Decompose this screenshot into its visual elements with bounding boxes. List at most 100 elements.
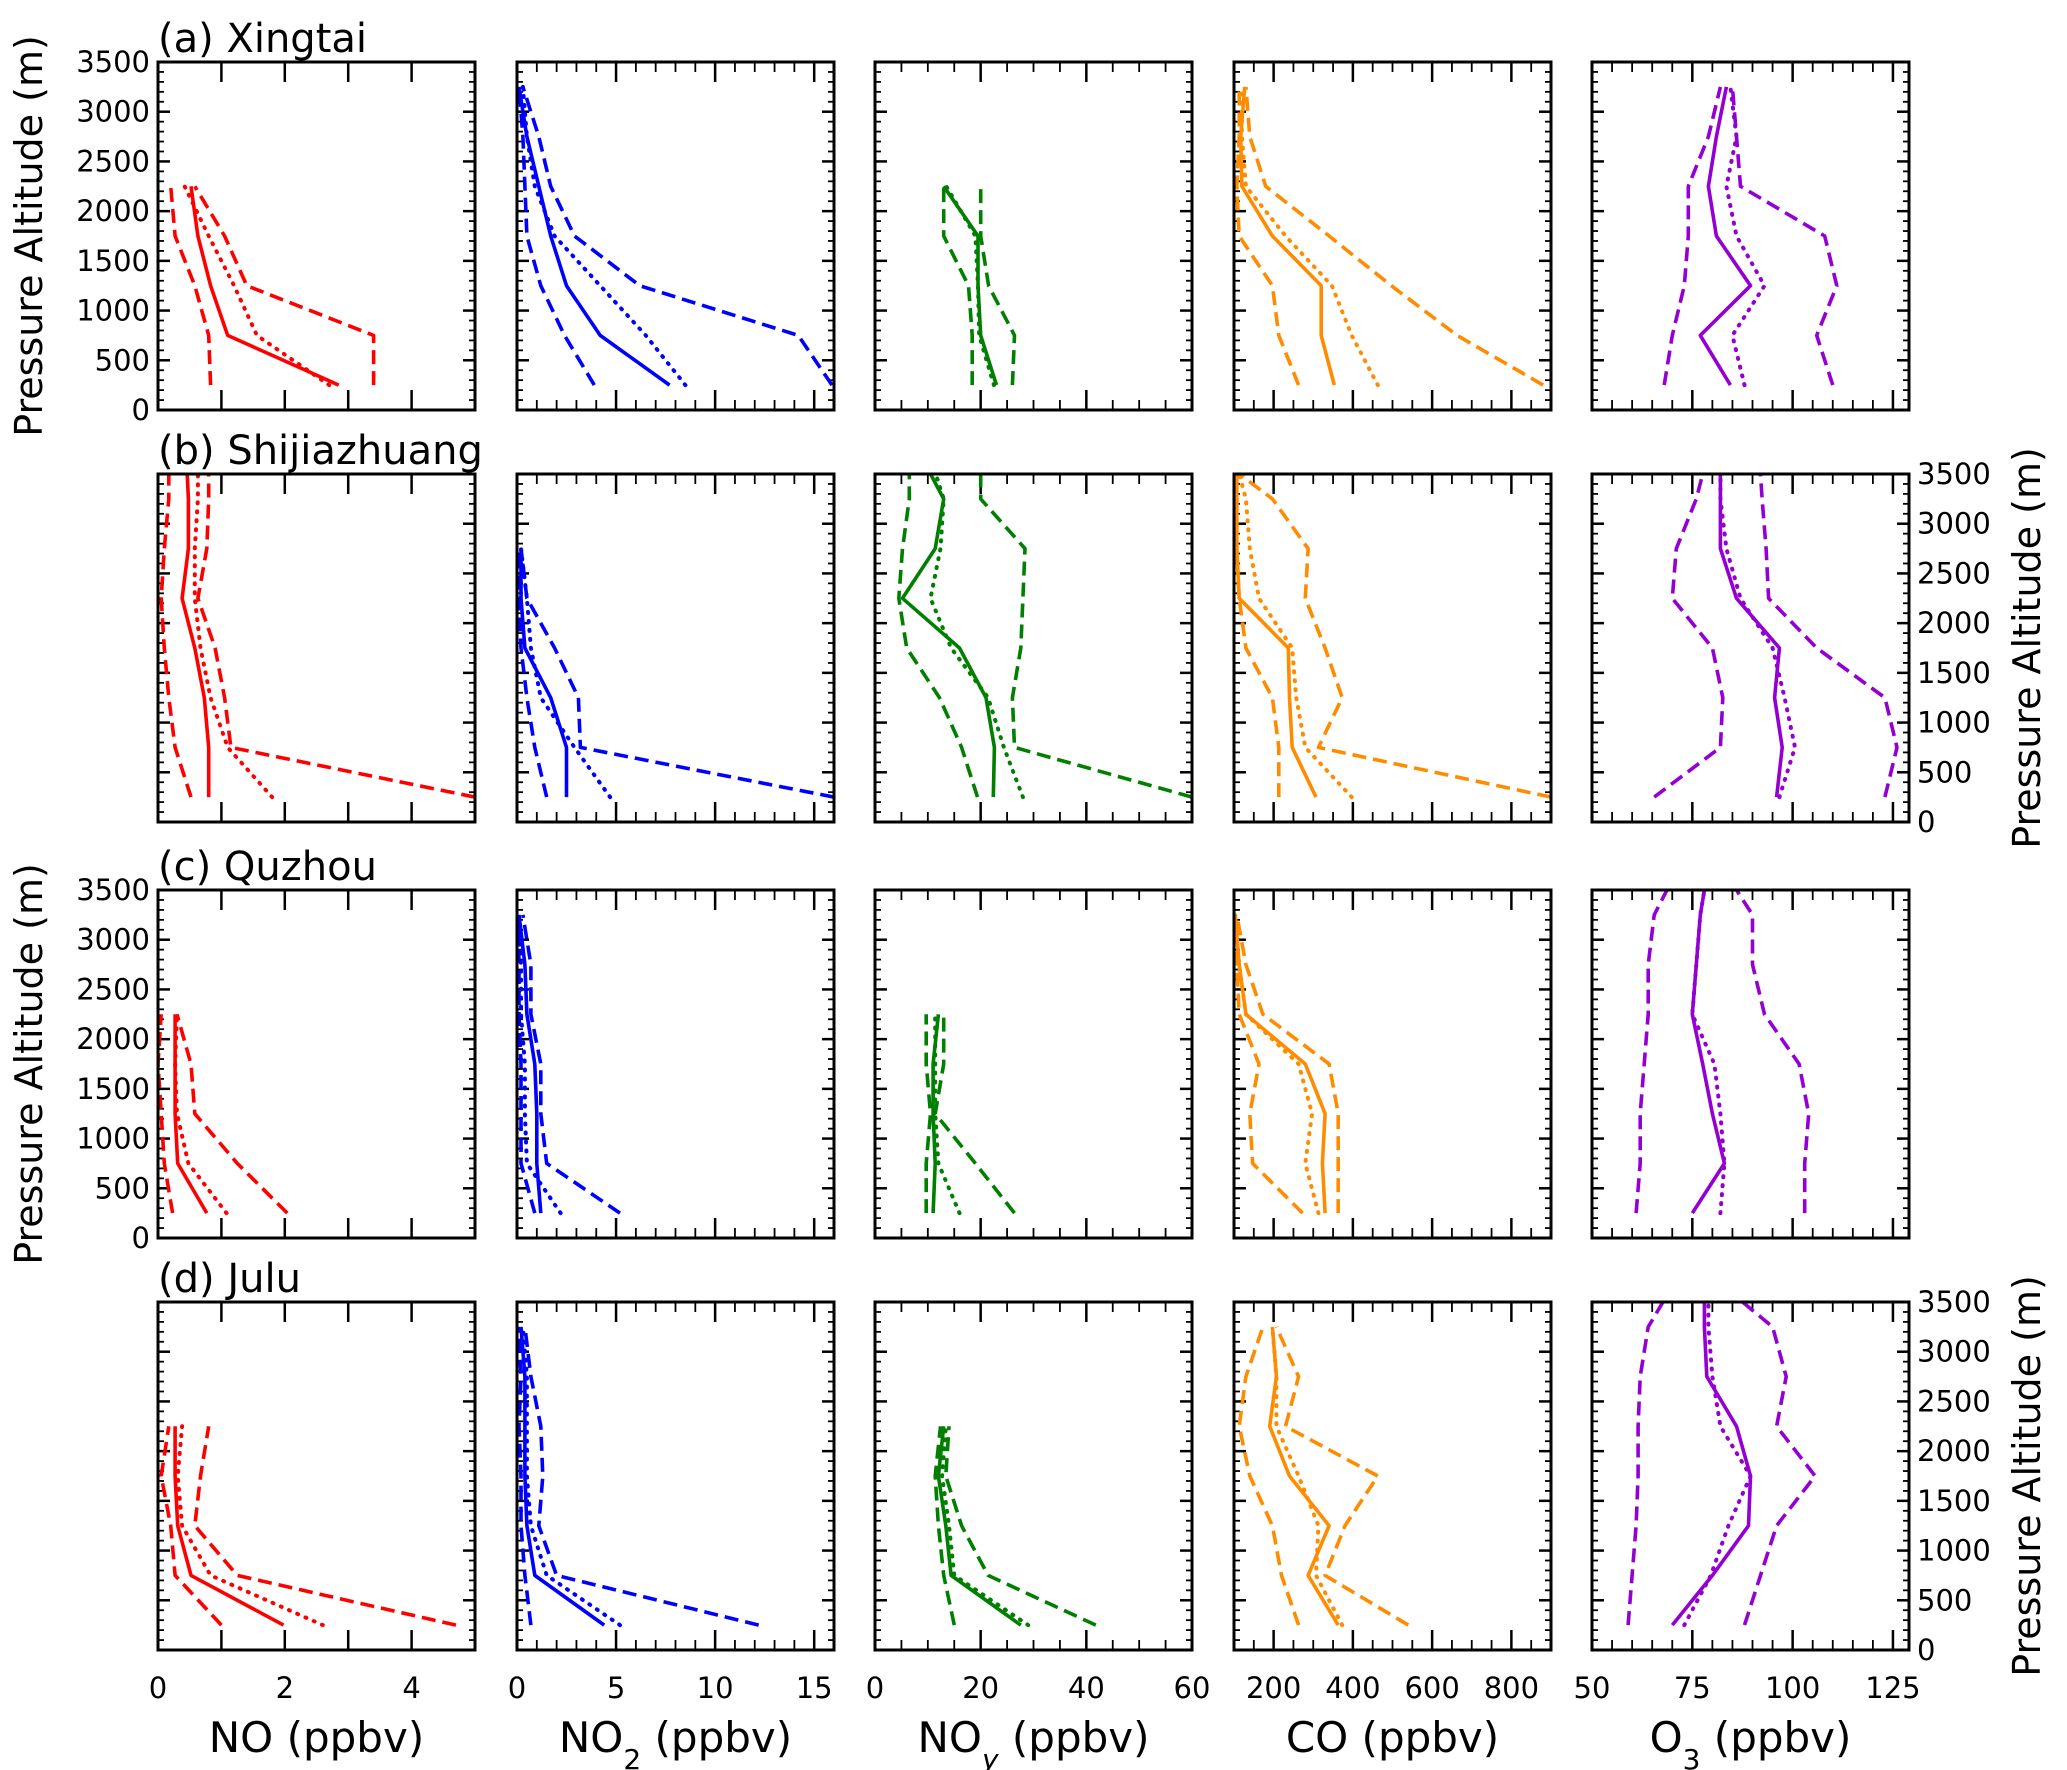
series-line-dotted-2: [933, 1012, 962, 1216]
series-line-dotted-2: [940, 1424, 1031, 1628]
y-tick-label: 500: [1917, 755, 1972, 789]
panel-no2-row-1: [515, 60, 836, 412]
panel-frame: [156, 60, 477, 412]
axis-ticks: [1233, 888, 1552, 1240]
series-line-solid-1: [1670, 1302, 1753, 1627]
series-line-solid-1: [517, 86, 671, 387]
series-line-dotted-2: [520, 84, 688, 388]
series-line-solid-1: [1235, 474, 1318, 798]
series-line-dotted-2: [1690, 890, 1727, 1216]
row-title: (c) Quzhou: [158, 844, 377, 890]
series-line-dotted-2: [1724, 84, 1767, 388]
series-line-dotted-2: [517, 912, 563, 1216]
series-line-dotted-2: [175, 1424, 325, 1628]
panel-frame: [1232, 1300, 1553, 1652]
x-tick-label: 0: [508, 1671, 526, 1705]
y-tick-label: 500: [95, 1171, 150, 1205]
series-line-dotted-2: [944, 184, 996, 388]
y-tick-label: 2000: [76, 194, 150, 228]
panel-frame: [1590, 60, 1911, 412]
series-line-dashed-0: [158, 1014, 175, 1214]
axis-ticks: [515, 888, 835, 1240]
axis-ticks: [156, 472, 477, 824]
x-axis-label-unit: (ppbv): [273, 1713, 424, 1762]
x-axis-label-subscript: 3: [1683, 1743, 1701, 1770]
series-line-dashed-3: [944, 1426, 1097, 1627]
panel-frame: [1232, 472, 1553, 824]
series-line-dashed-0: [159, 1426, 223, 1627]
x-axis-label: NO2 (ppbv): [559, 1713, 792, 1770]
series-line-solid-1: [1718, 474, 1784, 798]
x-tick-label: 0: [149, 1671, 167, 1705]
panel-o3-row-4: 50 75 100 125 O3 (ppbv): [1574, 1300, 1921, 1770]
panel-no2-row-2: [515, 472, 836, 824]
y-tick-label: 500: [1917, 1583, 1972, 1617]
x-tick-label: 100: [1765, 1671, 1820, 1705]
y-tick-label: 1000: [1917, 706, 1991, 740]
x-tick-label: 50: [1574, 1671, 1611, 1705]
x-tick-label: 15: [796, 1671, 833, 1705]
axis-ticks: [1233, 1300, 1552, 1652]
y-tick-label: 3000: [76, 923, 150, 957]
x-tick-label: 4: [402, 1671, 420, 1705]
series-line-dotted-2: [1237, 474, 1354, 800]
y-tick-label: 2000: [76, 1022, 150, 1056]
y-tick-label: 3000: [76, 95, 150, 129]
y-tick-label: 0: [1917, 805, 1935, 839]
x-tick-label: 0: [866, 1671, 884, 1705]
y-tick-label: 2500: [76, 972, 150, 1006]
row-title: (a) Xingtai: [158, 16, 367, 62]
axis-ticks: [156, 1300, 477, 1652]
series-line-dotted-2: [928, 474, 1025, 800]
panel-co-row-1: [1232, 60, 1553, 412]
panel-no-row-2: [156, 472, 477, 824]
x-axis-label-base: CO: [1286, 1713, 1348, 1762]
y-tick-label: 3000: [1917, 507, 1991, 541]
series-line-dashed-3: [1734, 890, 1811, 1214]
series-line-dashed-3: [1741, 1302, 1817, 1626]
series-line-solid-1: [519, 548, 569, 798]
panel-frame: [873, 1300, 1194, 1652]
series-line-dashed-0: [1634, 890, 1669, 1214]
row-title: (d) Julu: [158, 1256, 301, 1302]
series-line-dashed-3: [1274, 1326, 1410, 1627]
panel-no-row-4: 0 2 4 NO (ppbv): [149, 1300, 477, 1762]
panel-o3-row-3: [1590, 888, 1911, 1240]
y-tick-label: 2000: [1917, 1434, 1991, 1468]
x-axis-label: NO (ppbv): [209, 1713, 424, 1762]
series-line-dashed-3: [933, 1014, 1016, 1215]
panel-frame: [1590, 888, 1911, 1240]
x-axis-label: O3 (ppbv): [1650, 1713, 1852, 1770]
y-axis-label: Pressure Altitude (m): [2005, 447, 2049, 849]
series-line-dashed-3: [196, 474, 475, 799]
panel-no-row-3: [156, 888, 477, 1240]
y-tick-label: 0: [132, 393, 150, 427]
x-axis-label: NOy (ppbv): [917, 1713, 1149, 1770]
y-tick-label: 3500: [1917, 457, 1991, 491]
x-axis-label: CO (ppbv): [1286, 1713, 1499, 1762]
y-tick-label: 1000: [76, 294, 150, 328]
panel-co-row-3: [1232, 888, 1553, 1240]
x-axis-label-unit: (ppbv): [641, 1713, 792, 1762]
panel-no2-row-3: [515, 888, 836, 1240]
x-axis-label-base: O: [1650, 1713, 1683, 1762]
series-line-dashed-3: [519, 548, 834, 799]
x-axis-label-unit: (ppbv): [1700, 1713, 1851, 1762]
x-tick-label: 40: [1068, 1671, 1105, 1705]
panel-frame: [515, 472, 836, 824]
panel-frame: [156, 1300, 477, 1652]
y-tick-label: 1500: [76, 244, 150, 278]
y-axis-label: Pressure Altitude (m): [2005, 1275, 2049, 1677]
x-axis-label-subscript: y: [981, 1743, 999, 1770]
x-axis-label-base: NO: [559, 1713, 623, 1762]
y-tick-label: 3500: [1917, 1285, 1991, 1319]
series-line-solid-1: [1267, 1326, 1340, 1627]
y-tick-label: 1500: [1917, 656, 1991, 690]
series-line-dotted-2: [1718, 474, 1797, 800]
series-line-dashed-3: [978, 474, 1192, 799]
y-tick-label: 500: [95, 343, 150, 377]
series-line-dashed-0: [1235, 86, 1301, 386]
